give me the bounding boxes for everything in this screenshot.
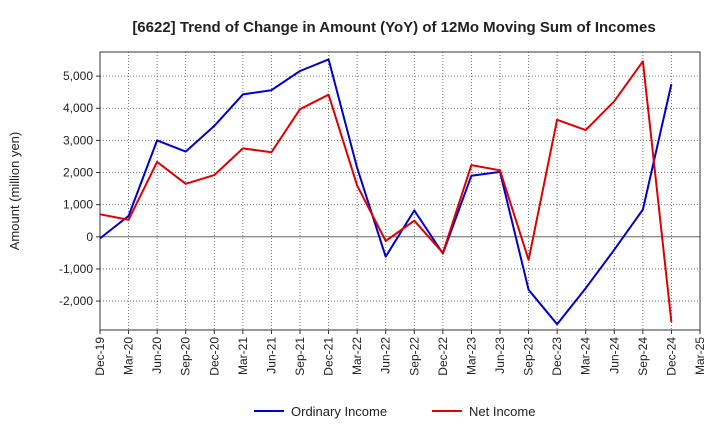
legend: Ordinary Income Net Income: [254, 404, 535, 419]
x-tick-label: Mar-21: [236, 337, 250, 375]
x-tick-label: Jun-20: [150, 337, 164, 374]
chart-title: [6622] Trend of Change in Amount (YoY) o…: [132, 19, 655, 36]
series-line-0: [99, 58, 673, 326]
x-tick-label: Jun-24: [607, 337, 621, 374]
x-tick-label: Sep-23: [522, 337, 536, 376]
x-tick-label: Jun-22: [379, 337, 393, 374]
x-tick-label: Mar-24: [579, 337, 593, 375]
x-tick-label: Dec-20: [207, 337, 221, 376]
y-tick-label: 0: [86, 230, 93, 244]
y-tick-label: -1,000: [59, 262, 93, 276]
x-tick-label: Sep-21: [293, 337, 307, 376]
y-tick-label: 1,000: [63, 198, 93, 212]
x-tick-label: Dec-23: [550, 337, 564, 376]
x-tick-label: Dec-24: [664, 337, 678, 376]
y-tick-label: 4,000: [63, 101, 93, 115]
x-tick-label: Sep-24: [636, 337, 650, 376]
x-tick-label: Jun-21: [264, 337, 278, 374]
series-line-1: [99, 60, 673, 323]
y-tick-label: -2,000: [59, 294, 93, 308]
grid: [99, 52, 701, 330]
y-tick-label: 5,000: [63, 69, 93, 83]
x-tick-label: Sep-22: [407, 337, 421, 376]
legend-label: Ordinary Income: [291, 404, 387, 419]
y-axis-label: Amount (million yen): [7, 132, 22, 251]
x-tick-label: Jun-23: [493, 337, 507, 374]
x-tick-label: Sep-20: [179, 337, 193, 376]
x-tick-label: Mar-23: [464, 337, 478, 375]
x-tick-label: Dec-22: [436, 337, 450, 376]
x-tick-label: Mar-22: [350, 337, 364, 375]
plot-frame: [99, 51, 701, 331]
series-lines: [99, 58, 673, 326]
x-tick-label: Mar-20: [122, 337, 136, 375]
legend-label: Net Income: [469, 404, 535, 419]
y-tick-label: 2,000: [63, 166, 93, 180]
x-tick-label: Dec-19: [93, 337, 107, 376]
axes: -2,000 -1,000 0 1,000 2,000 3,000 4,000 5,000 De…: [59, 51, 707, 376]
x-tick-label: Mar-25: [693, 337, 707, 375]
x-tick-label: Dec-21: [322, 337, 336, 376]
y-tick-label: 3,000: [63, 133, 93, 147]
